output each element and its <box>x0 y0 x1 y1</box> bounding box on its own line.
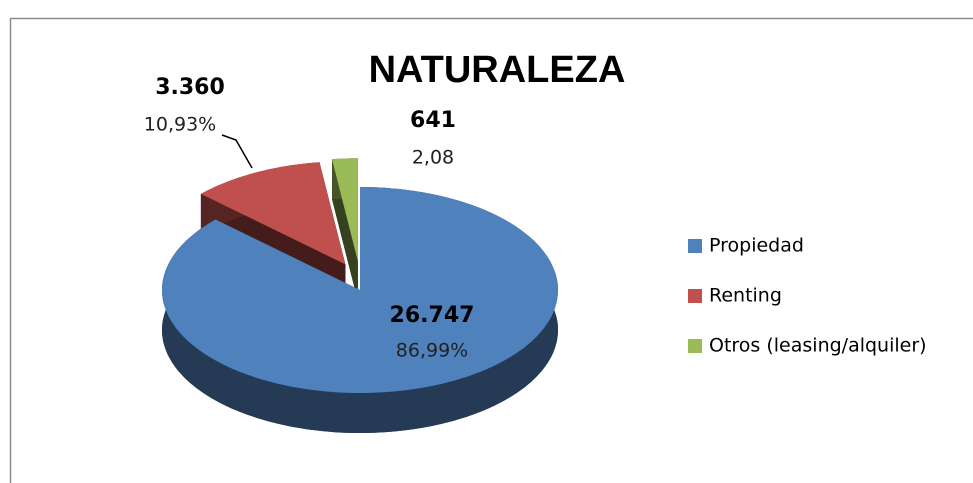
legend-swatch <box>688 239 702 253</box>
value-label: 26.747 <box>390 303 475 328</box>
slice <box>332 158 358 262</box>
value-label: 3.360 <box>155 75 225 100</box>
leader-line <box>221 134 253 169</box>
legend-swatch <box>688 339 702 353</box>
percent-label: 2,08 <box>412 147 454 169</box>
pie <box>162 158 558 433</box>
chart-title: NATURALEZA <box>369 49 626 91</box>
frame <box>9 17 973 483</box>
legend-label: Otros (leasing/alquiler) <box>709 335 927 357</box>
percent-label: 86,99% <box>396 340 468 362</box>
slice <box>162 187 558 393</box>
slice <box>200 162 346 265</box>
legend: Propiedad Renting Otros (leasing/alquiler) <box>688 235 927 357</box>
percent-label: 10,93% <box>144 114 216 136</box>
legend-swatch <box>688 289 702 303</box>
value-label: 641 <box>410 108 456 133</box>
legend-label: Renting <box>709 285 782 307</box>
legend-label: Propiedad <box>709 235 804 257</box>
